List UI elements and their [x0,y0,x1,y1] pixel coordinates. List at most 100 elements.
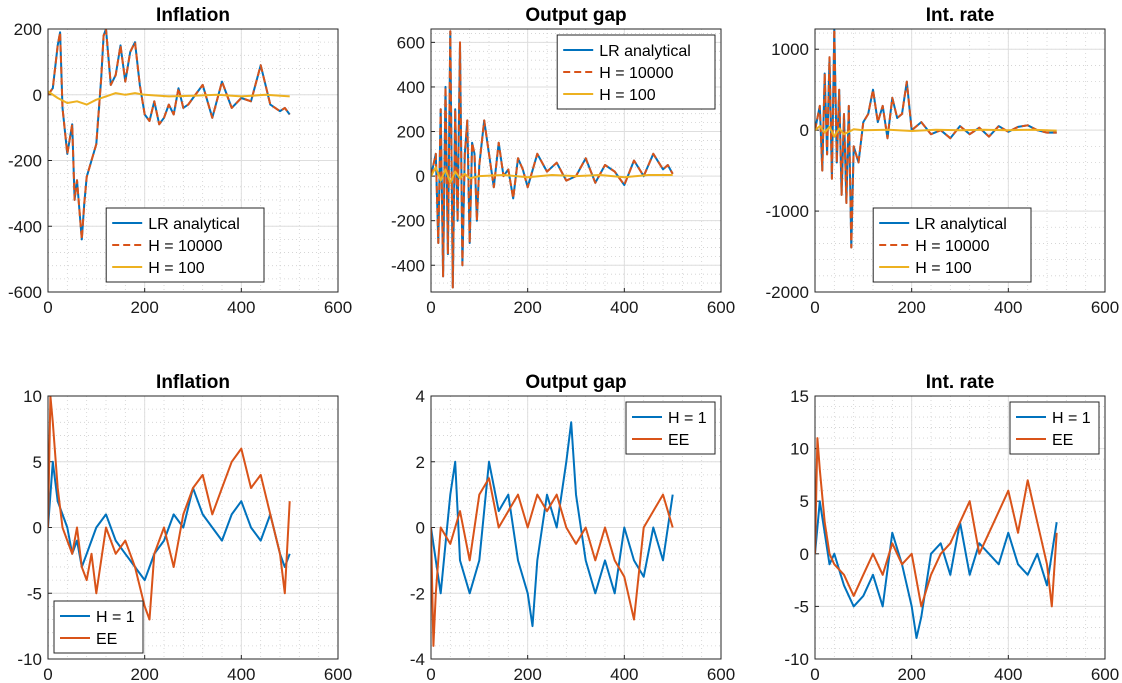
tick-label-y: 0 [416,519,425,538]
tick-label-y: 400 [397,78,425,97]
tick-label-x: 400 [610,298,638,317]
tick-label-x: 600 [1091,665,1119,683]
tick-label-y: 0 [416,167,425,186]
tick-label-y: -5 [794,597,809,616]
series-group [431,421,674,647]
tick-label-y: 0 [800,545,809,564]
legend-label: H = 10000 [599,65,673,82]
tick-label-y: 200 [14,20,42,39]
subplot-6: 0 200 400 600 -10 -5 0 5 10 15 Int. rate H = 1 EE [784,372,1119,683]
legend-box [556,34,716,110]
series-group [815,29,1057,249]
tick-label-y: 4 [416,387,425,406]
tick-label-x: 400 [227,665,255,683]
series-line [431,166,673,184]
tick-label-x: 400 [610,665,638,683]
legend: LR analytical H = 10000 H = 100 [105,207,265,283]
tick-label-x: 600 [324,298,352,317]
subplot-title: Inflation [156,5,230,26]
tick-label-x: 0 [810,665,819,683]
tick-label-y: -5 [27,584,42,603]
tick-label-x: 0 [43,665,52,683]
legend-label: H = 1 [1052,410,1091,427]
tick-label-y: 200 [397,123,425,142]
tick-label-y: 5 [33,453,42,472]
axes-box [814,28,1106,293]
subplot-1: 0 200 400 600 -600 -400 -200 0 200 Inflation LR an… [8,5,352,317]
tick-label-y: -2000 [766,283,809,302]
tick-label-x: 0 [43,298,52,317]
tick-label-y: -600 [8,283,42,302]
axes-box [47,28,339,293]
legend-label: H = 1 [668,410,707,427]
legend-label: H = 10000 [148,238,222,255]
subplot-title: Inflation [156,372,230,393]
tick-label-y: 1000 [771,40,809,59]
series-group [48,396,291,621]
tick-label-x: 200 [897,298,925,317]
tick-label-y: 15 [790,387,809,406]
series-line [815,29,1057,249]
tick-label-x: 200 [130,665,158,683]
legend-box [53,600,144,654]
tick-label-y: 0 [33,86,42,105]
legend: LR analytical H = 10000 H = 100 [872,207,1032,283]
tick-label-y: -10 [17,650,42,669]
tick-label-y: -4 [410,650,425,669]
tick-label-x: 600 [1091,298,1119,317]
axes-box [430,28,722,293]
tick-label-x: 200 [513,298,541,317]
tick-label-y: -2 [410,584,425,603]
legend-label: LR analytical [915,216,1007,233]
series-group [431,30,674,289]
axes-box [47,395,339,660]
legend-label: H = 1 [96,609,135,626]
tick-label-x: 200 [897,665,925,683]
tick-label-x: 200 [130,298,158,317]
legend: LR analytical H = 10000 H = 100 [556,34,716,110]
tick-label-y: 2 [416,453,425,472]
tick-label-y: 600 [397,33,425,52]
tick-label-x: 600 [324,665,352,683]
legend-label: H = 100 [599,87,656,104]
tick-label-y: -200 [391,212,425,231]
tick-label-x: 200 [513,665,541,683]
legend-label: H = 100 [148,260,205,277]
legend-box [625,401,716,455]
tick-label-y: -200 [8,152,42,171]
legend-label: H = 10000 [915,238,989,255]
subplot-title: Output gap [525,372,626,393]
subplot-5: 0 200 400 600 -4 -2 0 2 4 Output gap H = 1 EE [410,372,735,683]
tick-label-x: 0 [810,298,819,317]
series-group [815,437,1058,639]
legend-box [872,207,1032,283]
tick-label-x: 400 [994,298,1022,317]
tick-label-y: 10 [23,387,42,406]
tick-label-y: -10 [784,650,809,669]
tick-label-x: 400 [227,298,255,317]
tick-label-y: 0 [800,121,809,140]
subplot-title: Output gap [525,5,626,26]
legend-label: EE [96,631,117,648]
tick-label-y: 0 [33,519,42,538]
tick-label-y: 5 [800,492,809,511]
tick-label-x: 600 [707,665,735,683]
legend: H = 1 EE [625,401,716,455]
series-line [815,437,1058,608]
subplot-4: 0 200 400 600 -10 -5 0 5 10 Inflation H = 1 EE [17,372,352,683]
series-line [431,421,674,628]
axes-box [814,395,1106,660]
tick-label-x: 0 [426,298,435,317]
legend-label: EE [1052,432,1073,449]
series-line [431,30,674,289]
series-line [48,90,290,106]
legend-box [105,207,265,283]
subplot-2: 0 200 400 600 -400 -200 0 200 400 600 Output gap LR… [391,5,735,317]
tick-label-y: -400 [8,217,42,236]
legend-label: LR analytical [599,43,691,60]
axes-box [430,395,722,660]
series-line [48,396,291,621]
legend: H = 1 EE [1009,401,1100,455]
series-group [48,29,291,241]
